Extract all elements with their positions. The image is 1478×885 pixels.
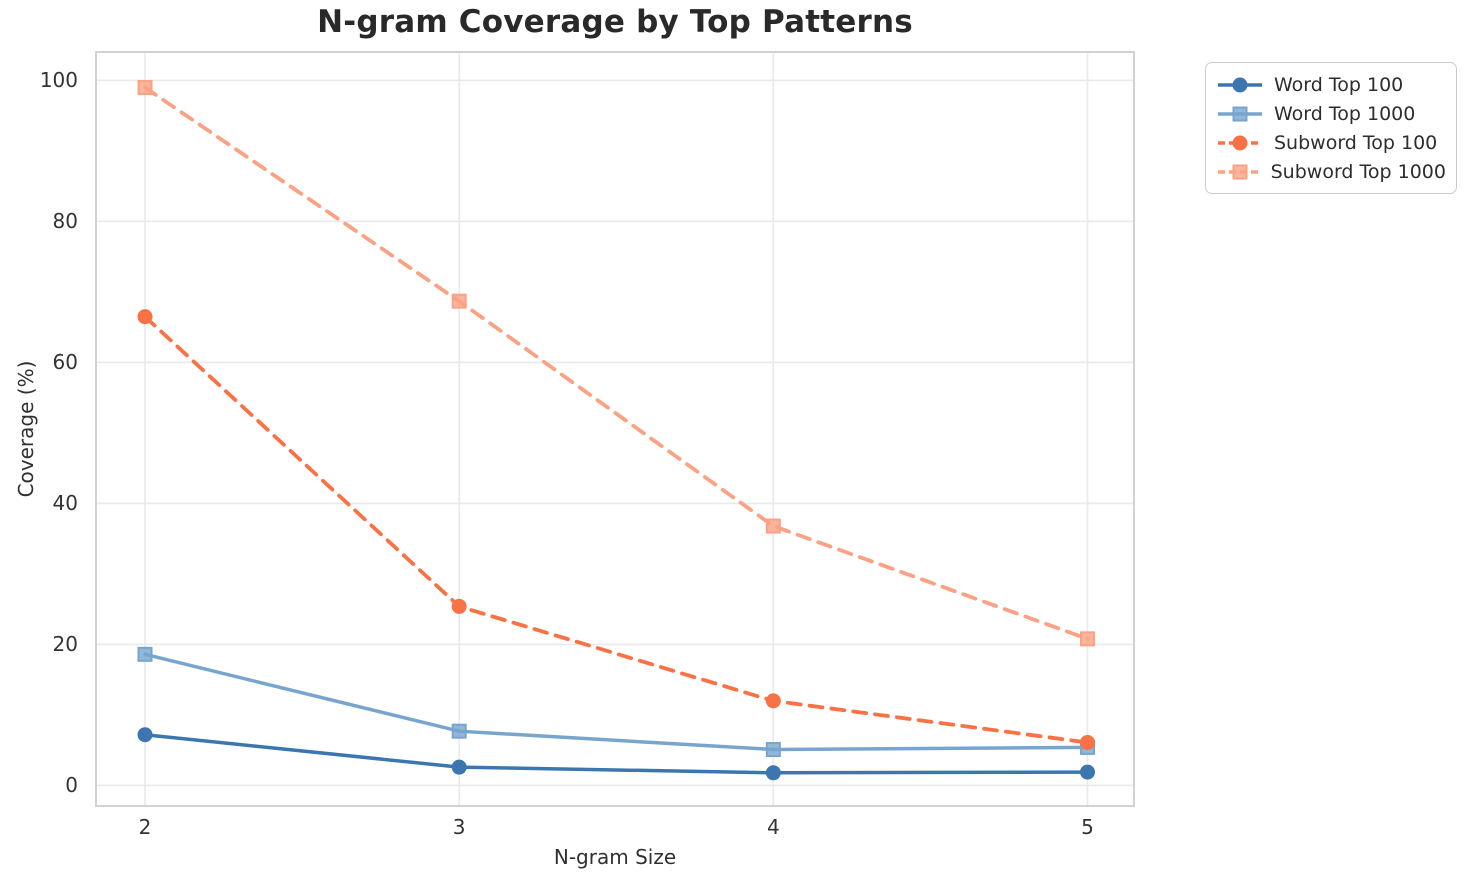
legend-swatch-square-icon [1218, 164, 1261, 179]
legend: Word Top 100 Word Top 1000 Subword Top 100… [1205, 62, 1457, 194]
legend-item: Word Top 100 [1216, 70, 1446, 99]
legend-item: Subword Top 100 [1216, 128, 1446, 157]
x-tick-label: 5 [1081, 815, 1094, 839]
x-axis-label: N-gram Size [553, 845, 677, 869]
data-point-square [765, 742, 781, 758]
legend-label: Subword Top 100 [1274, 131, 1438, 154]
series-line-word-top-100 [143, 732, 1090, 775]
legend-swatch-square-icon [1218, 106, 1262, 121]
data-point-circle [137, 727, 153, 743]
y-axis-label: Coverage (%) [14, 360, 38, 498]
data-point-circle [1080, 734, 1096, 750]
y-tick-label: 40 [52, 491, 78, 516]
y-tick-label: 80 [52, 209, 78, 234]
data-point-circle [137, 309, 153, 325]
y-tick-label: 0 [65, 773, 78, 798]
x-tick-label: 4 [766, 815, 780, 839]
legend-label: Subword Top 1000 [1270, 160, 1446, 183]
data-point-circle [451, 759, 467, 775]
data-point-circle [765, 693, 781, 709]
data-point-square [451, 293, 467, 309]
axes-spines [95, 51, 1135, 807]
data-point-square [137, 646, 153, 662]
legend-item: Word Top 1000 [1216, 99, 1446, 128]
legend-item: Subword Top 1000 [1216, 157, 1446, 186]
legend-swatch-circle-icon [1218, 77, 1262, 92]
x-tick-label: 2 [138, 815, 152, 839]
data-point-square [1080, 631, 1096, 647]
y-tick-label: 60 [52, 350, 78, 375]
chart-title: N-gram Coverage by Top Patterns [317, 4, 913, 40]
data-point-square [765, 518, 781, 534]
series-line-subword-top-1000 [143, 85, 1090, 641]
series-line-word-top-1000 [143, 652, 1090, 752]
data-point-circle [1080, 764, 1096, 780]
data-point-square [451, 723, 467, 739]
data-point-circle [451, 598, 467, 614]
legend-label: Word Top 1000 [1274, 102, 1416, 125]
legend-swatch-circle-icon [1218, 135, 1262, 150]
data-point-square [137, 80, 153, 96]
legend-label: Word Top 100 [1274, 73, 1404, 96]
y-tick-label: 20 [52, 632, 78, 657]
y-tick-label: 100 [39, 68, 78, 93]
data-point-circle [765, 765, 781, 781]
series-line-subword-top-100 [143, 314, 1090, 745]
x-tick-label: 3 [452, 815, 466, 839]
